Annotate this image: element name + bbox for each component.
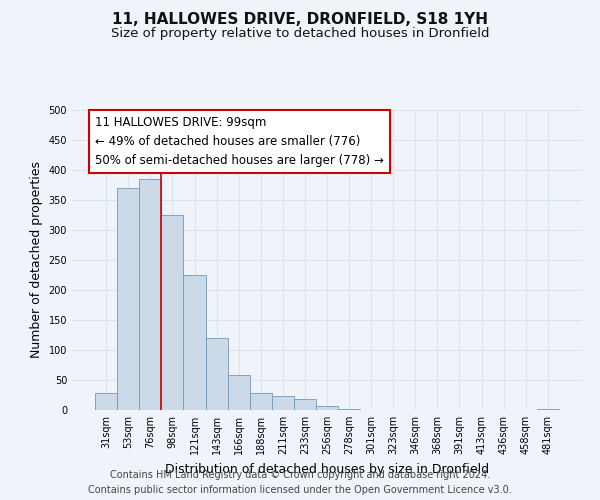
Bar bbox=[206, 338, 227, 410]
X-axis label: Distribution of detached houses by size in Dronfield: Distribution of detached houses by size … bbox=[165, 462, 489, 475]
Bar bbox=[294, 399, 316, 410]
Text: 11, HALLOWES DRIVE, DRONFIELD, S18 1YH: 11, HALLOWES DRIVE, DRONFIELD, S18 1YH bbox=[112, 12, 488, 28]
Text: 11 HALLOWES DRIVE: 99sqm
← 49% of detached houses are smaller (776)
50% of semi-: 11 HALLOWES DRIVE: 99sqm ← 49% of detach… bbox=[95, 116, 384, 167]
Bar bbox=[537, 409, 559, 410]
Bar bbox=[161, 215, 184, 410]
Bar bbox=[227, 375, 250, 410]
Bar bbox=[139, 179, 161, 410]
Bar bbox=[250, 393, 272, 410]
Bar bbox=[95, 393, 117, 410]
Text: Size of property relative to detached houses in Dronfield: Size of property relative to detached ho… bbox=[111, 28, 489, 40]
Bar bbox=[184, 275, 206, 410]
Bar bbox=[338, 409, 360, 410]
Bar bbox=[117, 188, 139, 410]
Y-axis label: Number of detached properties: Number of detached properties bbox=[30, 162, 43, 358]
Text: Contains HM Land Registry data © Crown copyright and database right 2024.: Contains HM Land Registry data © Crown c… bbox=[110, 470, 490, 480]
Bar bbox=[316, 406, 338, 410]
Bar bbox=[272, 396, 294, 410]
Text: Contains public sector information licensed under the Open Government Licence v3: Contains public sector information licen… bbox=[88, 485, 512, 495]
